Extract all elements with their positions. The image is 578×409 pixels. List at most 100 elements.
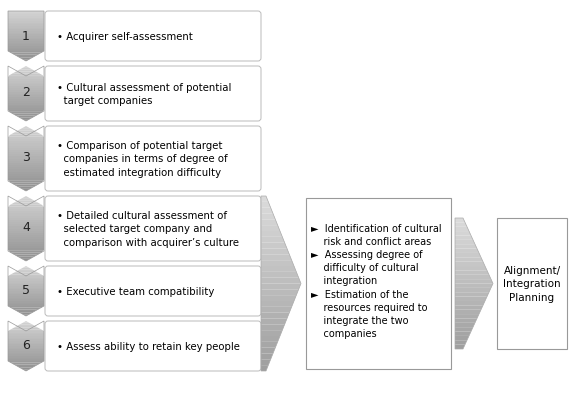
Polygon shape [11,328,41,330]
Polygon shape [261,226,280,231]
Polygon shape [261,243,287,249]
Polygon shape [455,323,475,327]
Polygon shape [8,233,44,236]
Polygon shape [8,179,44,181]
Polygon shape [261,196,268,202]
Polygon shape [18,129,34,131]
Polygon shape [8,35,44,37]
Polygon shape [8,280,44,281]
Polygon shape [8,236,44,238]
Polygon shape [8,222,44,225]
Polygon shape [8,155,44,157]
Polygon shape [8,248,44,251]
Polygon shape [8,306,44,308]
Polygon shape [261,290,299,295]
Polygon shape [8,89,44,91]
Text: 2: 2 [22,86,30,99]
Polygon shape [8,44,44,45]
Polygon shape [8,96,44,98]
Polygon shape [17,366,35,368]
Polygon shape [8,333,44,335]
Polygon shape [455,249,479,253]
Polygon shape [455,275,491,279]
Polygon shape [8,40,44,42]
Text: 3: 3 [22,151,30,164]
Polygon shape [20,69,32,70]
FancyBboxPatch shape [497,218,567,349]
Polygon shape [18,187,34,189]
Polygon shape [8,135,44,137]
Polygon shape [8,17,44,19]
Polygon shape [261,214,275,220]
Polygon shape [8,281,44,283]
Polygon shape [261,202,271,208]
Polygon shape [8,361,44,363]
Polygon shape [455,332,471,336]
Polygon shape [8,336,44,338]
Polygon shape [455,345,465,349]
Polygon shape [8,85,44,87]
Polygon shape [261,313,290,319]
Polygon shape [8,157,44,159]
Polygon shape [14,55,38,57]
Polygon shape [8,335,44,336]
Polygon shape [8,339,44,341]
Polygon shape [8,341,44,343]
Polygon shape [455,279,493,284]
Polygon shape [8,32,44,34]
Polygon shape [8,360,44,361]
Polygon shape [20,313,32,315]
Polygon shape [8,76,44,78]
Polygon shape [11,363,41,364]
Polygon shape [23,315,29,316]
Polygon shape [8,349,44,351]
Polygon shape [14,271,38,273]
Polygon shape [8,27,44,29]
Polygon shape [14,326,38,328]
Polygon shape [261,336,280,342]
Polygon shape [8,20,44,22]
Polygon shape [16,70,36,72]
Polygon shape [455,236,473,240]
Polygon shape [22,196,30,199]
Polygon shape [8,275,44,276]
Polygon shape [455,240,475,245]
Polygon shape [8,278,44,280]
Polygon shape [8,285,44,286]
Polygon shape [8,103,44,105]
Polygon shape [8,52,44,54]
Polygon shape [8,83,44,85]
Polygon shape [8,25,44,27]
Polygon shape [8,211,44,214]
Polygon shape [8,87,44,89]
FancyBboxPatch shape [45,321,261,371]
Polygon shape [23,369,29,371]
Polygon shape [23,120,29,122]
Text: • Detailed cultural assessment of
  selected target company and
  comparison wit: • Detailed cultural assessment of select… [57,211,239,247]
Polygon shape [8,251,44,253]
Polygon shape [455,266,487,271]
Polygon shape [261,324,285,330]
Text: • Acquirer self-assessment: • Acquirer self-assessment [57,32,193,42]
FancyBboxPatch shape [45,266,261,316]
Polygon shape [261,266,297,272]
Polygon shape [10,203,42,205]
Polygon shape [8,246,44,248]
Polygon shape [8,291,44,293]
Polygon shape [8,301,44,303]
FancyBboxPatch shape [45,196,261,261]
Polygon shape [22,127,30,129]
Polygon shape [9,112,43,115]
Polygon shape [9,74,43,76]
Polygon shape [14,185,38,187]
Polygon shape [18,257,34,259]
Polygon shape [8,288,44,290]
Polygon shape [22,259,30,261]
Polygon shape [8,153,44,155]
Polygon shape [8,172,44,174]
Polygon shape [261,365,268,371]
Polygon shape [8,176,44,179]
Polygon shape [8,346,44,348]
Polygon shape [20,323,32,324]
Polygon shape [455,292,489,297]
